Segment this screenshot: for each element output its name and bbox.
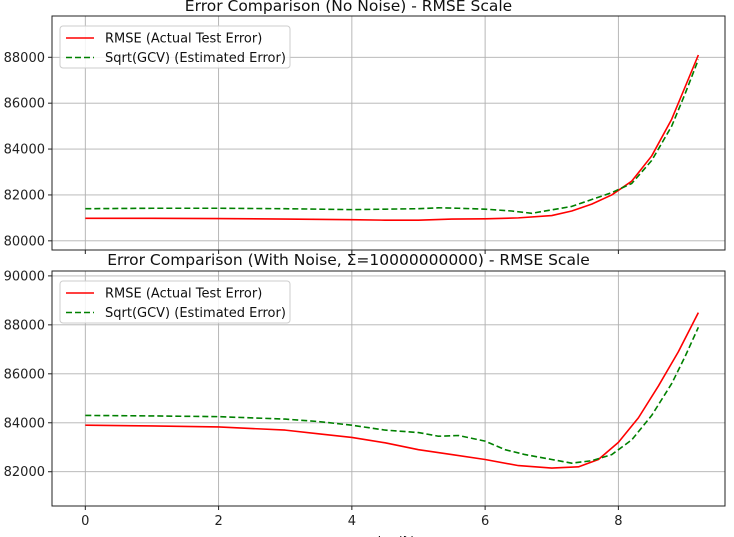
bottom-chart-panel: 82000 84000 86000 88000 90000 0 2 4 6 8 Error Comp… (4, 251, 726, 537)
chart-0-legend-label-0: RMSE (Actual Test Error) (105, 32, 262, 47)
chart-0-series-1-line (85, 59, 700, 215)
chart-1-xtick-label-0: 0 (81, 514, 89, 529)
chart-0-axes-frame (51, 15, 726, 251)
chart-1-ytick-label-2: 86000 (4, 367, 45, 382)
chart-1-xtick-label-1: 2 (214, 514, 222, 529)
chart-1-ytick-label-0: 82000 (4, 465, 45, 480)
chart-1-series-0-line (85, 312, 700, 469)
chart-0-series-0-line (85, 54, 700, 221)
chart-0-legend-label-1: Sqrt(GCV) (Estimated Error) (105, 51, 286, 66)
chart-0-ytick-label-0: 80000 (4, 234, 45, 249)
chart-0-legend-box (59, 25, 291, 69)
chart-1-xlabel: log(λ) (378, 535, 416, 537)
chart-1-xtick-label-4: 8 (614, 514, 622, 529)
chart-1-legend-label-1: Sqrt(GCV) (Estimated Error) (105, 306, 286, 321)
chart-0-ytick-label-4: 88000 (4, 51, 45, 66)
chart-1-title: Error Comparison (With Noise, Σ=10000000… (107, 251, 590, 269)
chart-1-xtick-label-2: 4 (348, 514, 356, 529)
chart-0-ytick-label-3: 86000 (4, 97, 45, 112)
chart-1-ytick-label-1: 84000 (4, 416, 45, 431)
chart-1-ytick-label-3: 88000 (4, 318, 45, 333)
chart-1-series-1-line (85, 326, 700, 464)
chart-1-legend-box (59, 280, 291, 324)
chart-1-axes-frame (51, 270, 726, 507)
chart-1-xtick-label-3: 6 (481, 514, 489, 529)
chart-0-ytick-label-2: 84000 (4, 143, 45, 158)
chart-1-ytick-label-4: 90000 (4, 269, 45, 284)
chart-0-title: Error Comparison (No Noise) - RMSE Scale (185, 0, 512, 15)
chart-0-ytick-label-1: 82000 (4, 188, 45, 203)
chart-1-legend-label-0: RMSE (Actual Test Error) (105, 287, 262, 302)
top-chart-panel: 80000 82000 84000 86000 88000 Error Compariso… (4, 0, 726, 254)
